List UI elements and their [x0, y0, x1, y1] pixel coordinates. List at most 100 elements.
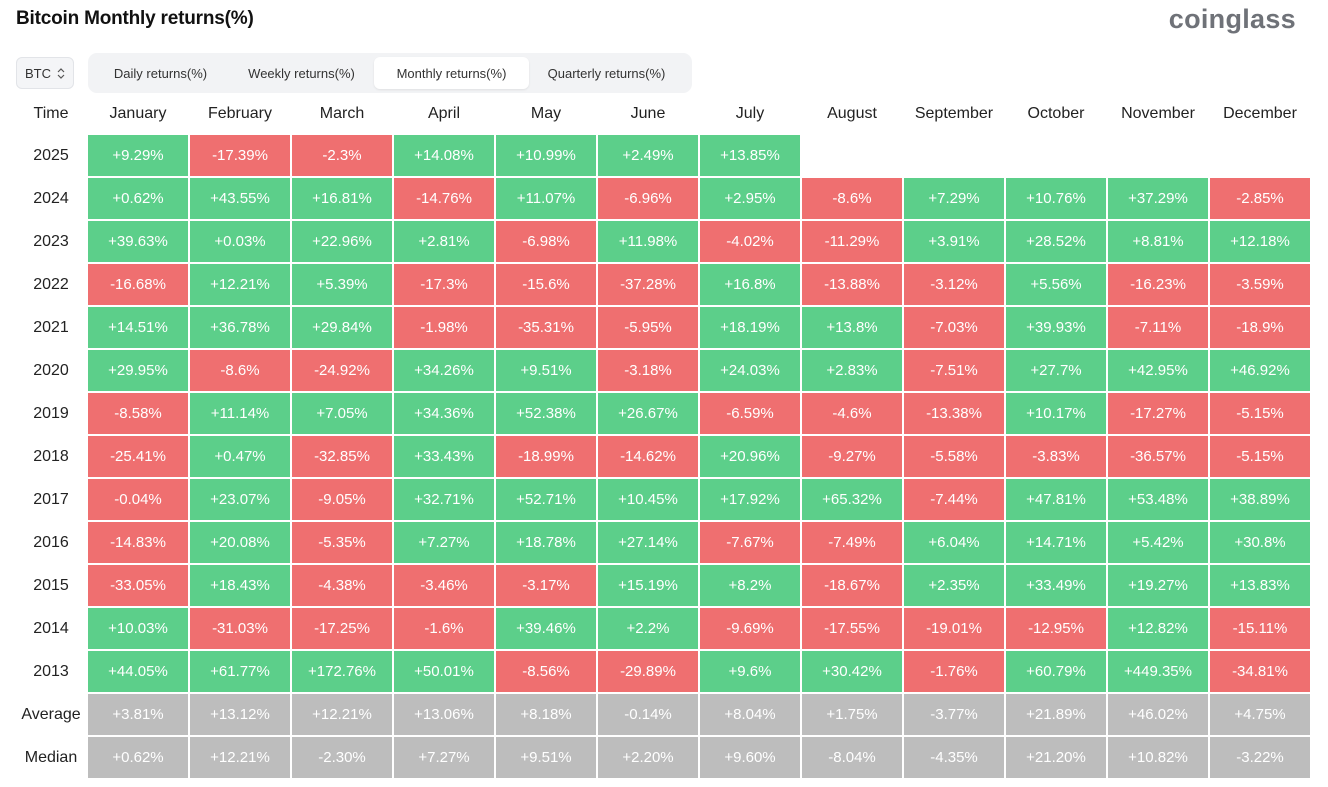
- return-cell: +18.43%: [190, 565, 290, 606]
- return-cell: +53.48%: [1108, 479, 1208, 520]
- year-label: 2020: [33, 361, 69, 379]
- year-row: 2017 -0.04% +23.07% -9.05% +32.71% +52.71% +10…: [16, 479, 1310, 520]
- return-cell: +44.05%: [88, 651, 188, 692]
- year-row: 2022 -16.68% +12.21% +5.39% -17.3% -15.6% -37.…: [16, 264, 1310, 305]
- return-cell: +9.51%: [496, 350, 596, 391]
- return-cell: -1.98%: [394, 307, 494, 348]
- stat-cell: -2.30%: [292, 737, 392, 778]
- return-cell: +52.38%: [496, 393, 596, 434]
- return-cell: +2.49%: [598, 135, 698, 176]
- return-cell: -14.62%: [598, 436, 698, 477]
- return-cell: +14.51%: [88, 307, 188, 348]
- return-cell: -17.25%: [292, 608, 392, 649]
- return-cell: -29.89%: [598, 651, 698, 692]
- return-cell: -1.6%: [394, 608, 494, 649]
- return-cell: +30.42%: [802, 651, 902, 692]
- return-cell: -14.83%: [88, 522, 188, 563]
- coinglass-logo: coinglass: [1168, 4, 1296, 34]
- return-cell: -2.3%: [292, 135, 392, 176]
- stat-cell: -3.77%: [904, 694, 1004, 735]
- return-cell: +43.55%: [190, 178, 290, 219]
- return-cell: +10.17%: [1006, 393, 1106, 434]
- return-cell: +39.93%: [1006, 307, 1106, 348]
- return-cell: -3.17%: [496, 565, 596, 606]
- tab-daily-returns[interactable]: Daily returns(%): [113, 65, 208, 81]
- return-cell: +15.19%: [598, 565, 698, 606]
- return-cell: -3.59%: [1210, 264, 1310, 305]
- empty-cell: [1210, 135, 1310, 176]
- return-cell: +8.81%: [1108, 221, 1208, 262]
- year-label: 2019: [33, 404, 69, 422]
- monthly-returns-table: Time January February March April May Ju…: [14, 92, 1312, 780]
- return-cell: -3.46%: [394, 565, 494, 606]
- year-label: 2022: [33, 275, 69, 293]
- return-cell: -7.03%: [904, 307, 1004, 348]
- return-cell: +0.62%: [88, 178, 188, 219]
- column-header: May: [530, 104, 562, 122]
- return-cell: +27.7%: [1006, 350, 1106, 391]
- stat-label: Average: [21, 705, 81, 723]
- return-cell: -36.57%: [1108, 436, 1208, 477]
- return-cell: -6.59%: [700, 393, 800, 434]
- stat-cell: +3.81%: [88, 694, 188, 735]
- asset-select-value: BTC: [25, 65, 51, 81]
- return-cell: +10.76%: [1006, 178, 1106, 219]
- stat-cell: +12.21%: [292, 694, 392, 735]
- table-header-row: Time January February March April May Ju…: [16, 94, 1310, 133]
- return-cell: -5.15%: [1210, 393, 1310, 434]
- return-cell: +39.63%: [88, 221, 188, 262]
- column-header: January: [109, 104, 167, 122]
- return-cell: -8.6%: [802, 178, 902, 219]
- return-cell: -18.67%: [802, 565, 902, 606]
- return-cell: -34.81%: [1210, 651, 1310, 692]
- column-header: June: [630, 104, 666, 122]
- column-header: October: [1027, 104, 1085, 122]
- return-cell: -7.67%: [700, 522, 800, 563]
- column-header: April: [427, 104, 460, 122]
- tab-quarterly-returns[interactable]: Quarterly returns(%): [547, 65, 666, 81]
- return-cell: -4.38%: [292, 565, 392, 606]
- return-cell: -15.6%: [496, 264, 596, 305]
- return-cell: +34.26%: [394, 350, 494, 391]
- stat-cell: +8.04%: [700, 694, 800, 735]
- stat-cell: +7.27%: [394, 737, 494, 778]
- return-cell: +29.95%: [88, 350, 188, 391]
- stat-row: Average +3.81% +13.12% +12.21% +13.06% +8.18%…: [16, 694, 1310, 735]
- return-cell: +42.95%: [1108, 350, 1208, 391]
- page-title: Bitcoin Monthly returns(%): [16, 8, 254, 29]
- return-cell: -18.99%: [496, 436, 596, 477]
- return-cell: +12.21%: [190, 264, 290, 305]
- return-cell: -15.11%: [1210, 608, 1310, 649]
- stat-cell: +0.62%: [88, 737, 188, 778]
- asset-select[interactable]: BTC: [16, 57, 74, 89]
- tab-weekly-returns[interactable]: Weekly returns(%): [248, 65, 355, 81]
- tab-monthly-returns[interactable]: Monthly returns(%): [374, 57, 529, 89]
- return-cell: +17.92%: [700, 479, 800, 520]
- stat-cell: -8.04%: [802, 737, 902, 778]
- return-cell: -9.69%: [700, 608, 800, 649]
- return-cell: -3.83%: [1006, 436, 1106, 477]
- return-cell: -7.51%: [904, 350, 1004, 391]
- year-label: 2018: [33, 447, 69, 465]
- year-row: 2025 +9.29% -17.39% -2.3% +14.08% +10.99% +2.4…: [16, 135, 1310, 176]
- column-header: September: [914, 104, 994, 122]
- year-label: 2015: [33, 576, 69, 594]
- stat-cell: +12.21%: [190, 737, 290, 778]
- return-cell: +38.89%: [1210, 479, 1310, 520]
- return-cell: +14.71%: [1006, 522, 1106, 563]
- stat-cell: +21.89%: [1006, 694, 1106, 735]
- return-cell: +29.84%: [292, 307, 392, 348]
- return-cell: -16.23%: [1108, 264, 1208, 305]
- return-cell: +18.78%: [496, 522, 596, 563]
- stat-label: Median: [24, 748, 78, 766]
- return-cell: -13.88%: [802, 264, 902, 305]
- year-row: 2019 -8.58% +11.14% +7.05% +34.36% +52.38% +26…: [16, 393, 1310, 434]
- return-cell: +6.04%: [904, 522, 1004, 563]
- stat-row: Median +0.62% +12.21% -2.30% +7.27% +9.51% +2.…: [16, 737, 1310, 778]
- return-cell: +34.36%: [394, 393, 494, 434]
- empty-cell: [904, 135, 1004, 176]
- return-cell: -8.58%: [88, 393, 188, 434]
- return-cell: -31.03%: [190, 608, 290, 649]
- column-header: February: [207, 104, 273, 122]
- return-cell: +10.99%: [496, 135, 596, 176]
